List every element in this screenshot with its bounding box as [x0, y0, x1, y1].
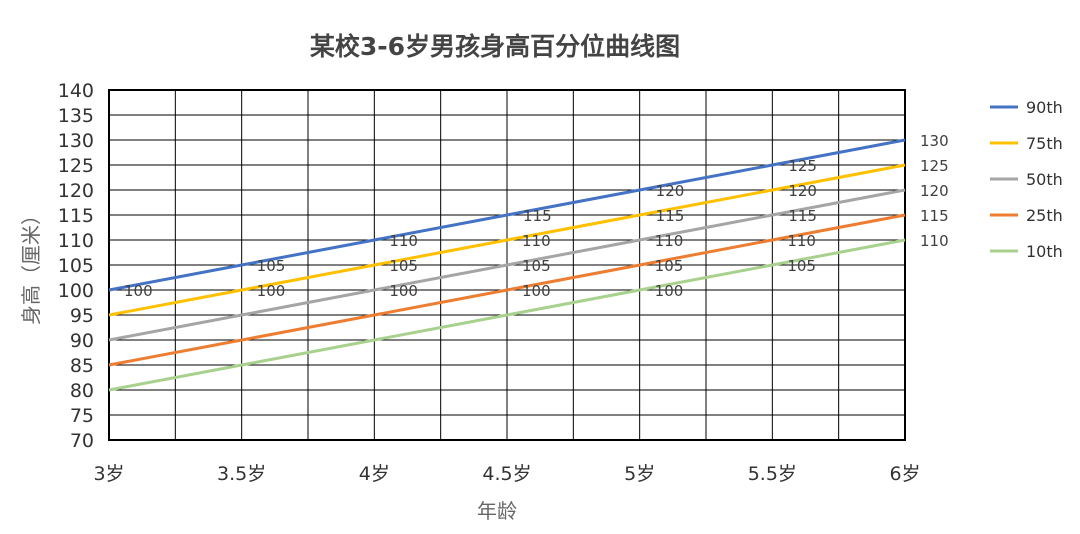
x-tick-label: 3.5岁	[217, 463, 266, 485]
x-axis-ticks: 3岁 3.5岁 4岁 4.5岁 5岁 5.5岁 6岁	[93, 463, 920, 485]
data-label: 115	[920, 207, 949, 225]
x-tick-label: 4岁	[359, 463, 390, 485]
legend-label: 75th	[1026, 134, 1063, 153]
legend-label: 90th	[1026, 98, 1063, 117]
data-label: 100	[257, 282, 286, 300]
y-axis-ticks: 70 75 80 85 90 95 100 105 110 115 120 125 130 135 140	[58, 80, 94, 452]
y-tick-label: 135	[58, 105, 94, 127]
x-tick-label: 5岁	[624, 463, 655, 485]
data-label: 105	[257, 257, 286, 275]
x-tick-label: 6岁	[889, 463, 920, 485]
x-tick-label: 5.5岁	[748, 463, 797, 485]
y-tick-label: 140	[58, 80, 94, 102]
data-label: 100	[124, 282, 153, 300]
y-tick-label: 85	[70, 355, 94, 377]
series-lines	[108, 138, 906, 392]
data-label: 110	[920, 232, 949, 250]
legend-label: 10th	[1026, 242, 1063, 261]
data-label: 105	[389, 257, 418, 275]
data-label: 110	[522, 232, 551, 250]
y-tick-label: 115	[58, 205, 94, 227]
y-tick-label: 95	[70, 305, 94, 327]
legend-label: 25th	[1026, 206, 1063, 225]
y-axis-title: 身高（厘米）	[19, 205, 43, 325]
y-tick-label: 100	[58, 280, 94, 302]
data-label: 100	[522, 282, 551, 300]
data-label: 100	[389, 282, 418, 300]
chart-title: 某校3-6岁男孩身高百分位曲线图	[310, 32, 680, 61]
data-label: 105	[787, 257, 816, 275]
data-label: 130	[920, 132, 949, 150]
y-tick-label: 120	[58, 180, 94, 202]
data-labels: 100 105 110 115 120 125 130 100 105 110 115 120 125 1…	[124, 132, 949, 300]
legend-label: 50th	[1026, 170, 1063, 189]
data-label: 125	[920, 157, 949, 175]
x-tick-label: 3岁	[93, 463, 124, 485]
data-label: 100	[655, 282, 684, 300]
data-label: 115	[788, 207, 817, 225]
data-label: 105	[522, 257, 551, 275]
plot-border	[108, 89, 906, 441]
y-tick-label: 110	[58, 230, 94, 252]
y-tick-label: 125	[58, 155, 94, 177]
data-label: 115	[656, 207, 685, 225]
y-tick-label: 70	[70, 430, 94, 452]
x-tick-label: 4.5岁	[482, 463, 531, 485]
data-label: 120	[788, 182, 817, 200]
y-tick-label: 130	[58, 130, 94, 152]
data-label: 120	[656, 182, 685, 200]
data-label: 110	[787, 232, 816, 250]
data-label: 125	[788, 157, 817, 175]
legend: 90th 75th 50th 25th 10th	[990, 98, 1063, 261]
data-label: 120	[920, 182, 949, 200]
y-tick-label: 105	[58, 255, 94, 277]
y-tick-label: 90	[70, 330, 94, 352]
data-label: 115	[523, 207, 552, 225]
data-label: 110	[655, 232, 684, 250]
data-label: 110	[389, 232, 418, 250]
data-label: 105	[655, 257, 684, 275]
y-tick-label: 80	[70, 380, 94, 402]
y-tick-label: 75	[70, 405, 94, 427]
x-axis-title: 年龄	[477, 499, 517, 523]
